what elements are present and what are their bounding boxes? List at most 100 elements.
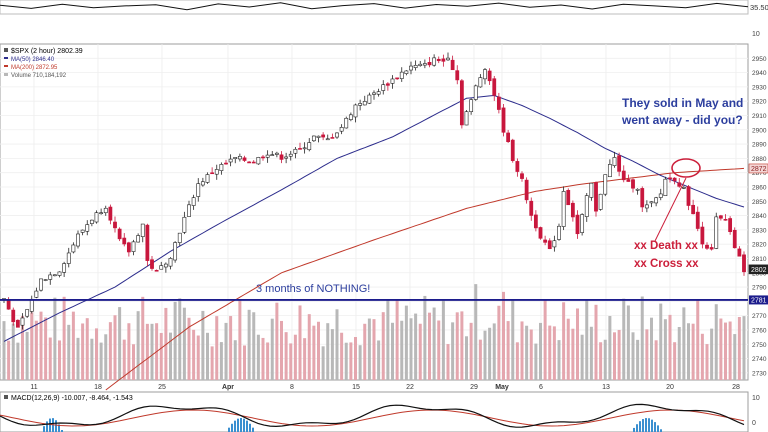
candle: [413, 60, 418, 71]
legend: $SPX (2 hour) 2802.39 MA(50) 2846.40 MA(…: [4, 48, 83, 79]
x-tick-label: 8: [290, 384, 294, 391]
candle: [570, 200, 575, 222]
candle: [191, 194, 196, 210]
volume-bar: [229, 316, 233, 380]
volume-bar: [552, 326, 556, 380]
volume-bar: [534, 343, 538, 380]
x-tick-label: 6: [539, 384, 543, 391]
y-tick-label: 2900: [752, 127, 767, 134]
candle: [404, 70, 409, 76]
candle: [154, 269, 159, 272]
candle: [487, 68, 492, 85]
volume-bar: [687, 323, 690, 380]
candle: [362, 95, 367, 106]
legend-swatch-ma200: [4, 65, 8, 67]
candle: [598, 193, 603, 211]
volume-bar: [293, 334, 297, 380]
candle: [274, 151, 279, 158]
volume-bar: [437, 320, 441, 380]
candle: [658, 188, 663, 201]
macd-histogram-bar: [55, 420, 57, 432]
volume-bar: [219, 342, 223, 380]
candle: [372, 90, 376, 100]
candle: [478, 74, 483, 88]
volume-bar: [187, 317, 191, 380]
candle: [672, 177, 677, 185]
candle: [594, 181, 598, 217]
candle: [219, 162, 224, 175]
volume-bar: [465, 336, 468, 380]
volume-bar: [321, 346, 325, 380]
macd-histogram-bar: [61, 430, 63, 432]
price-label-support: 2781: [749, 295, 768, 305]
candle: [709, 243, 714, 251]
x-axis-labels: 11 18 25 Apr 8 15 22 29 May 6 13 20 28: [30, 384, 740, 391]
volume-bar: [529, 329, 533, 380]
volume-bar: [280, 320, 283, 380]
candle: [385, 82, 390, 91]
candle: [654, 196, 659, 207]
volume-bar: [580, 334, 584, 380]
candle: [695, 206, 700, 232]
candle: [66, 247, 71, 268]
macd-histogram-bar: [228, 427, 230, 432]
volume-bar: [358, 345, 362, 380]
top-indicator-value: 35.50: [750, 3, 768, 12]
candle: [580, 213, 585, 236]
volume-bar: [363, 323, 367, 380]
macd-histogram-bar: [639, 421, 641, 432]
volume-bar: [367, 318, 371, 380]
volume-bar: [122, 339, 126, 380]
volume-bar: [617, 329, 621, 380]
volume-bar: [289, 343, 293, 380]
volume-bar: [511, 300, 515, 380]
candle: [575, 210, 580, 239]
candle: [39, 278, 43, 292]
candle: [459, 79, 464, 129]
volume-bar: [145, 323, 149, 380]
candle: [261, 155, 265, 161]
volume-bar: [317, 321, 320, 380]
candle: [11, 307, 16, 326]
candle: [85, 220, 90, 236]
candle: [705, 242, 709, 250]
volume-bar: [631, 332, 635, 380]
volume-bar: [16, 342, 20, 380]
volume-bar: [497, 305, 501, 380]
volume-bar: [626, 305, 630, 380]
annotation-sold-in-may-2: went away - did you?: [621, 113, 743, 127]
volume-bar: [677, 327, 681, 380]
candle: [612, 151, 617, 168]
legend-swatch-volume: [4, 73, 8, 76]
candle: [122, 233, 127, 247]
candle: [566, 188, 571, 206]
volume-bar: [400, 320, 404, 380]
price-label-ma200: 2872: [748, 163, 768, 174]
candle: [279, 151, 284, 164]
candle: [436, 56, 441, 64]
macd-histogram-bar: [43, 426, 45, 432]
volume-bar: [594, 304, 598, 380]
macd-line: [0, 403, 745, 428]
volume-bar: [178, 298, 182, 380]
candle: [506, 129, 511, 143]
candle: [224, 159, 228, 165]
volume-bar: [169, 332, 172, 380]
candle: [492, 75, 497, 101]
candle: [668, 172, 672, 183]
volume-bar: [492, 323, 496, 380]
volume-bar: [557, 340, 561, 380]
volume-bar: [381, 312, 385, 380]
volume-bar: [589, 326, 593, 380]
volume-bar: [85, 318, 89, 380]
volume-bar: [386, 299, 390, 380]
candle: [52, 274, 57, 277]
candle: [348, 112, 353, 122]
y-tick-label: 2860: [752, 184, 767, 191]
y-tick-label: 2870: [752, 170, 767, 177]
candle: [547, 238, 552, 250]
candle: [330, 133, 335, 139]
candle: [302, 142, 307, 154]
y-tick-label: 2730: [752, 370, 767, 377]
